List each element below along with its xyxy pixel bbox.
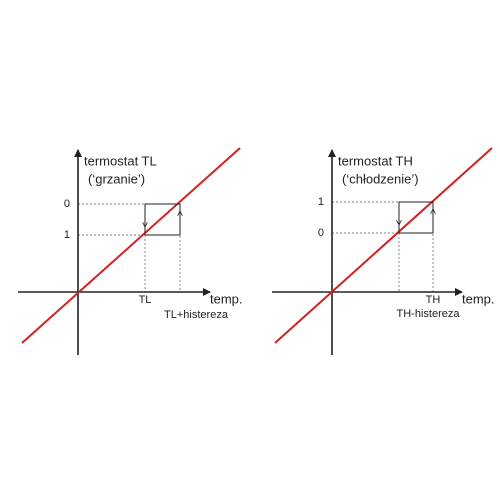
x-axis-label: temp. [210,291,243,306]
diagram-th: termostat TH (‘chłodzenie’) 1 0 TH TH-hi… [272,147,495,355]
diagram-tl: termostat TL (‘grzanie’) 0 1 TL TL+histe… [18,147,243,355]
y-label: 0 [318,227,324,239]
hysteresis-box [144,203,181,236]
x-label: TH [426,294,441,306]
characteristic-line [21,147,241,344]
y-label: 0 [64,198,70,210]
y-label: 1 [318,196,324,208]
x-axis-label: temp. [462,291,495,306]
subtitle: (‘grzanie’) [88,171,145,186]
y-label: 1 [64,229,70,241]
x-label: TL [139,294,152,306]
subtitle: (‘chłodzenie’) [342,171,419,186]
hysteresis-box [398,201,434,234]
x-label: TH-histereza [397,308,461,320]
x-label: TL+histereza [164,309,229,321]
characteristic-line [274,147,493,344]
title: termostat TL [84,153,157,168]
title: termostat TH [338,153,413,168]
